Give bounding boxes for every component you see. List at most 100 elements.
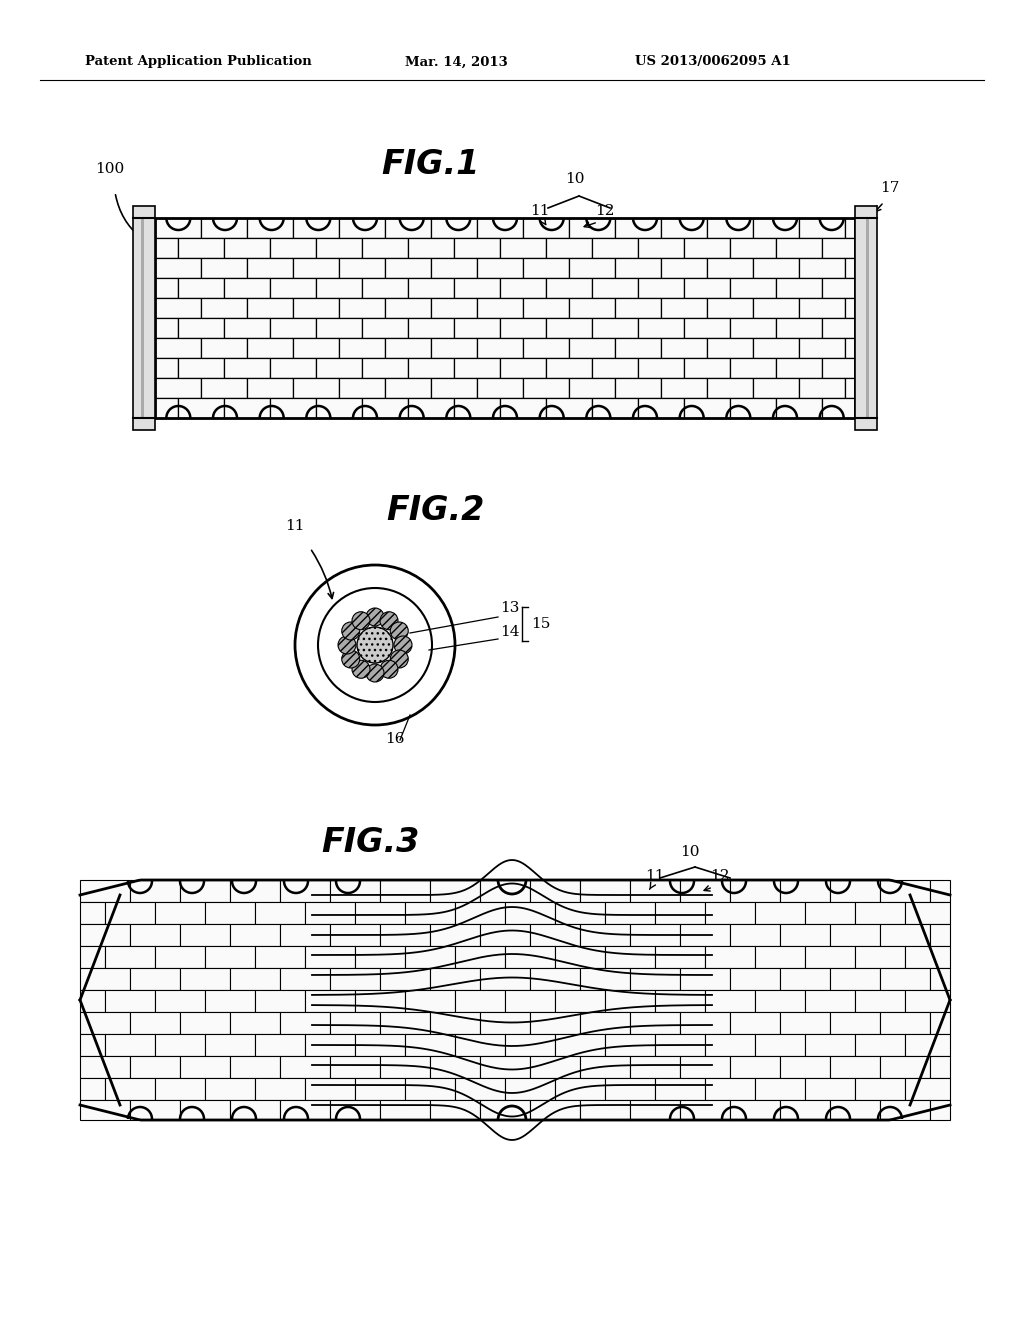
Bar: [431, 378, 477, 399]
Bar: [680, 968, 730, 990]
Bar: [130, 968, 180, 990]
Bar: [780, 1100, 830, 1119]
Bar: [569, 257, 615, 279]
Bar: [130, 880, 180, 902]
Text: 12: 12: [595, 205, 614, 218]
Bar: [822, 279, 855, 298]
Bar: [630, 924, 680, 946]
Bar: [380, 924, 430, 946]
Bar: [680, 1012, 730, 1034]
Bar: [406, 946, 455, 968]
Bar: [500, 358, 546, 378]
Bar: [505, 902, 555, 924]
Bar: [755, 1078, 805, 1100]
Bar: [454, 238, 500, 257]
Bar: [133, 206, 155, 430]
Bar: [480, 1100, 530, 1119]
Bar: [830, 924, 880, 946]
Bar: [380, 968, 430, 990]
Bar: [730, 279, 776, 298]
Bar: [380, 1056, 430, 1078]
Text: Patent Application Publication: Patent Application Publication: [85, 55, 311, 69]
Bar: [880, 924, 930, 946]
Bar: [684, 238, 730, 257]
Bar: [755, 946, 805, 968]
Bar: [845, 298, 855, 318]
Bar: [822, 238, 855, 257]
Bar: [180, 880, 230, 902]
Bar: [430, 880, 480, 902]
Bar: [530, 968, 580, 990]
Bar: [316, 399, 362, 418]
Bar: [362, 399, 408, 418]
Bar: [638, 318, 684, 338]
Bar: [362, 318, 408, 338]
Bar: [180, 1056, 230, 1078]
Bar: [255, 990, 305, 1012]
Bar: [406, 902, 455, 924]
Bar: [753, 218, 799, 238]
Bar: [880, 1100, 930, 1119]
Bar: [224, 238, 270, 257]
Bar: [905, 990, 950, 1012]
Bar: [755, 902, 805, 924]
Bar: [605, 946, 655, 968]
Bar: [431, 257, 477, 279]
Bar: [930, 1100, 950, 1119]
Bar: [141, 218, 144, 418]
Bar: [247, 298, 293, 318]
Bar: [707, 257, 753, 279]
Bar: [385, 257, 431, 279]
Bar: [130, 1012, 180, 1034]
Bar: [293, 257, 339, 279]
Bar: [205, 1078, 255, 1100]
Bar: [280, 968, 330, 990]
Bar: [530, 924, 580, 946]
Bar: [430, 924, 480, 946]
Bar: [155, 279, 178, 298]
Bar: [362, 279, 408, 298]
Bar: [930, 968, 950, 990]
Bar: [580, 924, 630, 946]
Bar: [480, 880, 530, 902]
Bar: [805, 1034, 855, 1056]
Bar: [293, 378, 339, 399]
Bar: [523, 298, 569, 318]
Bar: [105, 1078, 155, 1100]
Text: 12: 12: [711, 869, 730, 883]
Bar: [155, 1034, 205, 1056]
Bar: [569, 378, 615, 399]
Bar: [408, 318, 454, 338]
Bar: [662, 257, 707, 279]
Bar: [355, 902, 406, 924]
Bar: [477, 338, 523, 358]
Bar: [930, 1056, 950, 1078]
Bar: [662, 298, 707, 318]
Bar: [255, 1078, 305, 1100]
Text: 11: 11: [645, 869, 665, 883]
Bar: [155, 218, 201, 238]
Bar: [480, 1012, 530, 1034]
Bar: [80, 1078, 105, 1100]
Bar: [830, 1056, 880, 1078]
Bar: [408, 238, 454, 257]
Bar: [730, 358, 776, 378]
Bar: [569, 338, 615, 358]
Circle shape: [390, 622, 409, 640]
Circle shape: [295, 565, 455, 725]
Bar: [280, 1100, 330, 1119]
Bar: [500, 279, 546, 298]
Text: 10: 10: [565, 172, 585, 186]
Text: 11: 11: [286, 519, 305, 533]
Circle shape: [357, 627, 393, 663]
Bar: [130, 1100, 180, 1119]
Text: 15: 15: [531, 616, 550, 631]
Bar: [455, 946, 505, 968]
Bar: [270, 318, 316, 338]
Bar: [500, 318, 546, 338]
Bar: [280, 1056, 330, 1078]
Bar: [505, 946, 555, 968]
Bar: [330, 924, 380, 946]
Bar: [680, 880, 730, 902]
Bar: [305, 1034, 355, 1056]
